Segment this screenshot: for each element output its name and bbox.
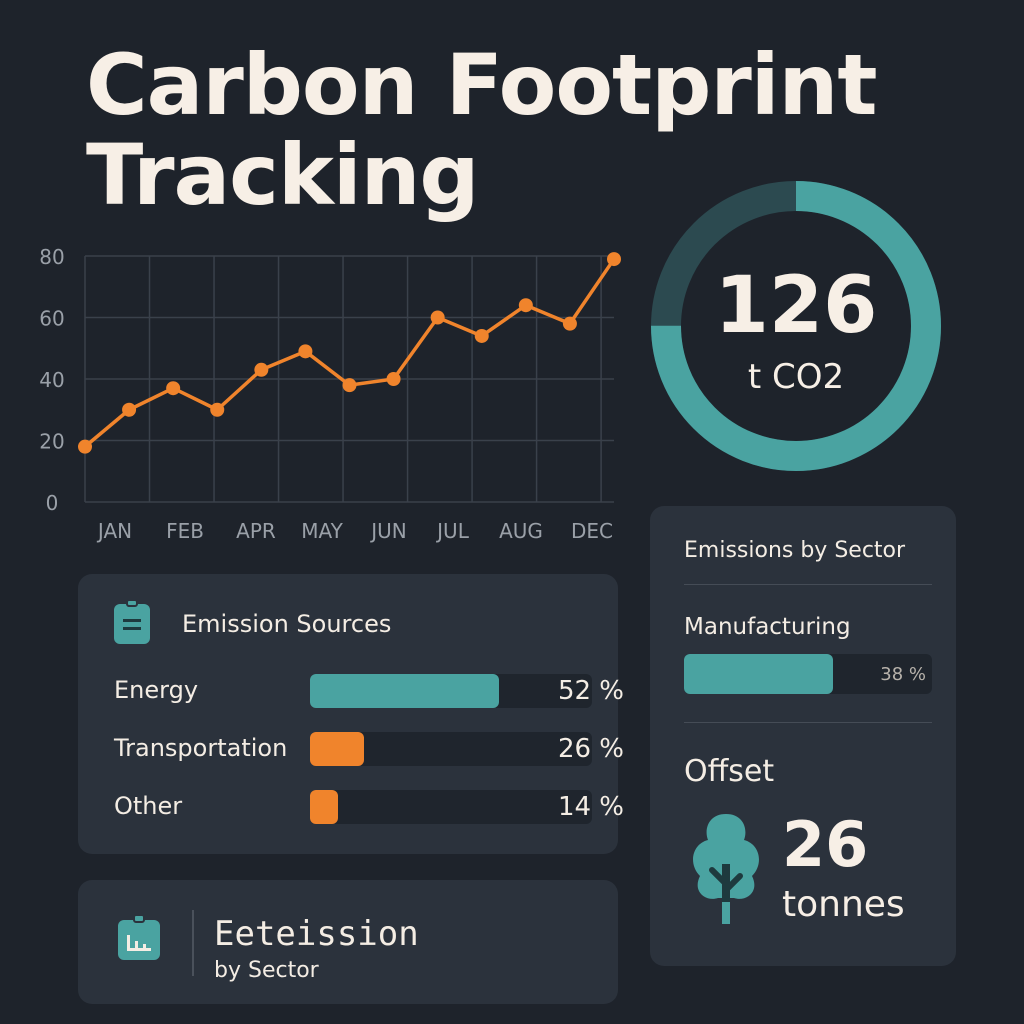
offset-unit: tonnes xyxy=(782,884,905,925)
source-percent: 26 % xyxy=(557,734,624,764)
sector-panel-title: Emissions by Sector xyxy=(684,538,906,563)
y-tick-label: 0 xyxy=(46,491,59,515)
y-tick-label: 80 xyxy=(39,245,64,269)
donut-ring xyxy=(651,181,941,471)
total-emissions-value: 126 xyxy=(714,261,878,351)
y-tick-label: 40 xyxy=(39,368,64,392)
source-bar-track xyxy=(310,674,592,708)
series-line xyxy=(83,258,616,448)
emission-sources-card: Emission Sources Energy 52 % Transportat… xyxy=(78,574,624,854)
data-point xyxy=(342,378,357,393)
page-title: Carbon Footprint Tracking xyxy=(86,40,946,220)
divider xyxy=(684,722,932,723)
bar-chart-icon xyxy=(118,914,160,960)
card-divider xyxy=(192,910,194,976)
data-point xyxy=(430,310,445,325)
x-tick-label: FEB xyxy=(166,519,204,543)
source-label: Other xyxy=(114,792,183,820)
tree-icon xyxy=(693,814,759,924)
bottom-card-title: Eetеission xyxy=(214,914,419,954)
y-tick-label: 20 xyxy=(39,430,64,454)
data-point xyxy=(562,316,577,331)
y-tick-label: 60 xyxy=(39,307,64,331)
x-tick-label: AUG xyxy=(499,519,543,543)
manufacturing-label: Manufacturing xyxy=(684,614,851,640)
data-point xyxy=(386,372,401,386)
source-percent: 14 % xyxy=(557,792,624,822)
source-bar-fill xyxy=(310,674,499,708)
data-point xyxy=(518,298,533,313)
data-point xyxy=(254,362,269,377)
source-bar-track xyxy=(310,732,592,766)
total-emissions-donut: 126 t CO2 xyxy=(648,178,944,474)
x-tick-label: APR xyxy=(236,519,276,543)
emissions-by-sector-panel: Emissions by Sector Manufacturing 38 % O… xyxy=(650,506,956,966)
manufacturing-bar-fill xyxy=(684,654,833,694)
data-point xyxy=(474,328,489,343)
x-tick-label: MAY xyxy=(301,519,343,543)
total-emissions-unit: t CO2 xyxy=(747,357,845,397)
offset-value: 26 xyxy=(782,808,869,881)
data-point xyxy=(166,381,181,396)
data-point xyxy=(122,402,137,417)
page-title-line2: Tracking xyxy=(86,126,480,224)
divider xyxy=(684,584,932,585)
data-point xyxy=(607,252,621,267)
page-title-line1: Carbon Footprint xyxy=(86,36,878,134)
emission-by-sector-card[interactable]: Eetеission by Sector xyxy=(78,880,618,1004)
source-bar-track xyxy=(310,790,592,824)
x-tick-label: DEC xyxy=(571,519,613,543)
source-label: Transportation xyxy=(114,734,288,762)
source-label: Energy xyxy=(114,676,199,704)
data-point xyxy=(298,344,313,359)
manufacturing-bar-track: 38 % xyxy=(684,654,932,694)
manufacturing-percent: 38 % xyxy=(880,664,926,685)
x-tick-label: JAN xyxy=(96,519,132,543)
source-row-energy: Energy 52 % xyxy=(114,674,624,710)
emission-sources-header: Emission Sources xyxy=(114,599,392,644)
source-percent: 52 % xyxy=(557,676,624,706)
source-bar-fill xyxy=(310,732,364,766)
emissions-line-chart: 0 20 40 60 80 JAN FEB APR MAY JUN JUL AUG DEC xyxy=(39,245,621,543)
source-bar-fill xyxy=(310,790,339,824)
source-row-transportation: Transportation 26 % xyxy=(114,732,624,768)
clipboard-icon xyxy=(114,599,150,644)
emission-sources-title: Emission Sources xyxy=(182,610,392,638)
x-tick-label: JUN xyxy=(369,519,407,543)
x-tick-label: JUL xyxy=(435,519,470,543)
data-point xyxy=(78,439,92,454)
source-row-other: Other 14 % xyxy=(114,790,624,826)
data-point xyxy=(210,402,225,417)
offset-label: Offset xyxy=(684,754,775,789)
bottom-card-subtitle: by Sector xyxy=(214,958,319,983)
